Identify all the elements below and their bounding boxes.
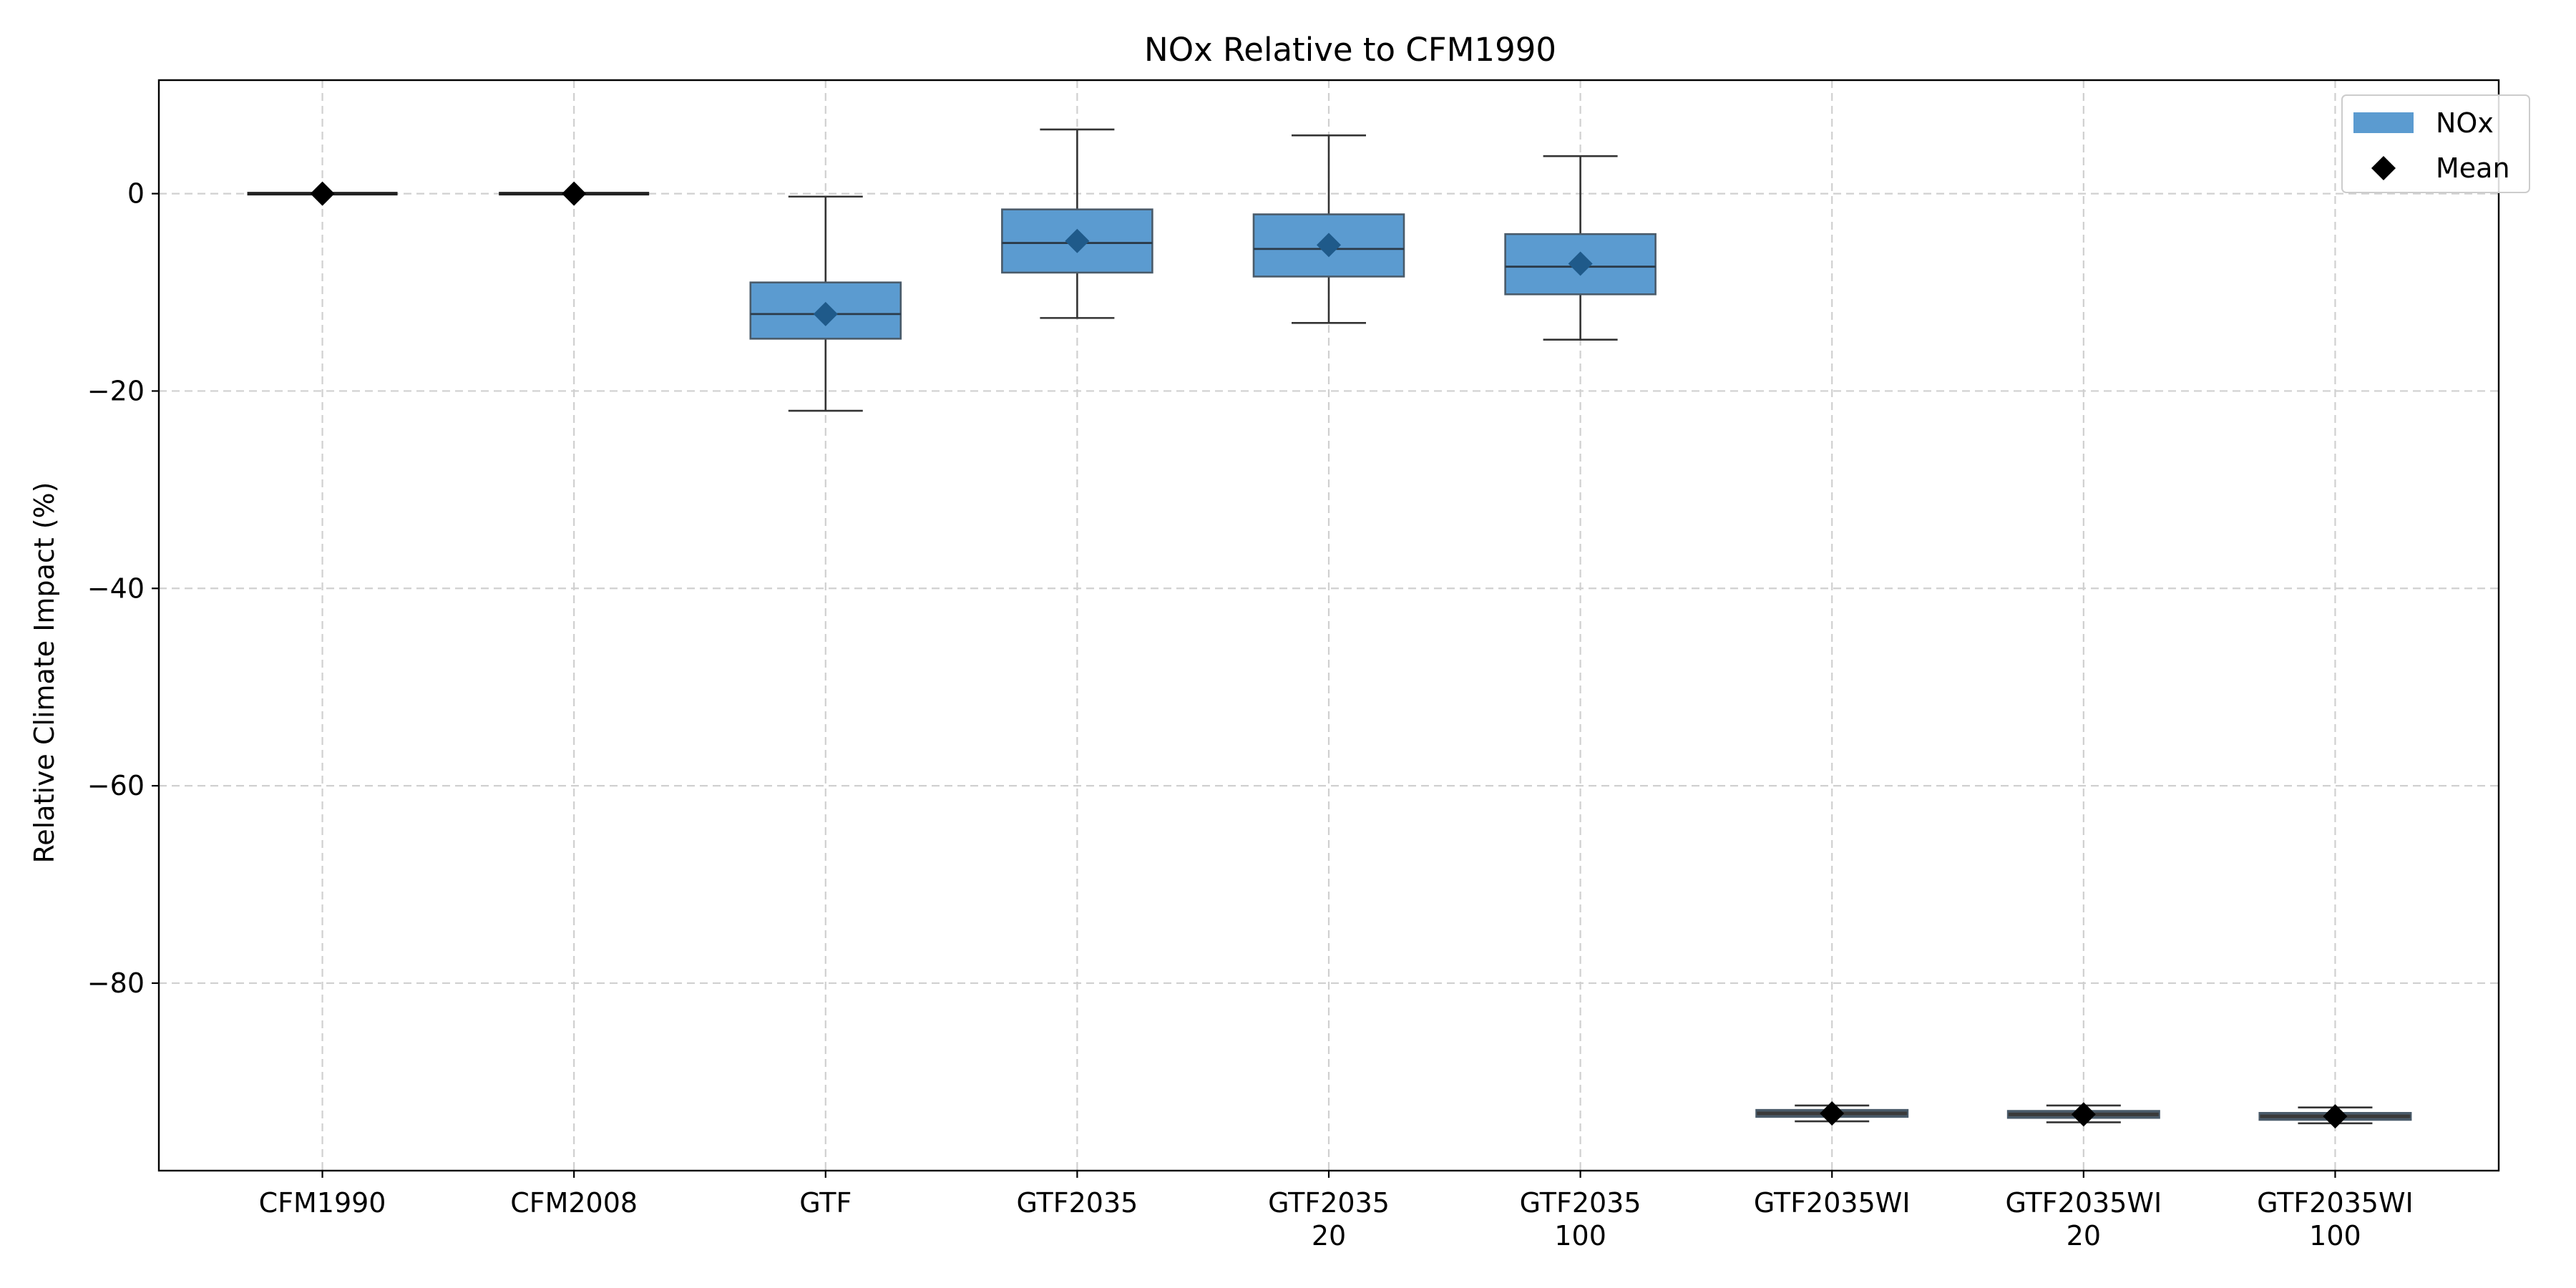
- y-tick-label: −20: [87, 375, 145, 406]
- box-group: [1504, 155, 1657, 341]
- legend: NOx Mean: [2341, 94, 2530, 193]
- mean-marker: [310, 181, 335, 206]
- x-tick-label: GTF: [799, 1187, 852, 1219]
- x-tick-label: CFM2008: [510, 1187, 638, 1219]
- ticks-layer: 0 −20 −40 −60 −80 CFM1990 CFM2008 GTF GTF2035 GTF…: [87, 178, 2414, 1252]
- y-axis-label: Relative Climate Impact (%): [29, 482, 60, 864]
- mean-marker: [1820, 1101, 1845, 1126]
- mean-marker: [2071, 1102, 2096, 1127]
- box-group: [499, 181, 650, 206]
- box-group: [1001, 128, 1153, 319]
- mean-marker: [562, 181, 587, 206]
- plot-frame: [157, 79, 2500, 1172]
- mean-marker: [1568, 251, 1593, 276]
- y-tick-label: −80: [87, 967, 145, 999]
- chart-title: NOx Relative to CFM1990: [1144, 31, 1556, 69]
- legend-swatch-nox: [2353, 112, 2414, 133]
- mean-marker: [2323, 1104, 2348, 1129]
- x-tick-label: GTF2035WI 20: [2006, 1187, 2162, 1252]
- y-tick-label: 0: [127, 178, 145, 210]
- box-group: [2006, 1102, 2160, 1127]
- x-tick-label: GTF2035: [1016, 1187, 1138, 1219]
- x-tick-label: GTF2035WI: [1754, 1187, 1911, 1219]
- boxes-layer: [247, 128, 2412, 1129]
- x-tick-label: CFM1990: [259, 1187, 386, 1219]
- y-tick-label: −60: [87, 770, 145, 801]
- x-tick-label: GTF2035 20: [1268, 1187, 1390, 1252]
- legend-label-nox: NOx: [2436, 107, 2494, 139]
- box-group: [2258, 1104, 2412, 1129]
- mean-marker: [1317, 233, 1341, 258]
- box-group: [247, 181, 398, 206]
- legend-marker-mean: [2371, 156, 2396, 180]
- mean-marker: [813, 301, 838, 326]
- box-group: [749, 195, 902, 412]
- y-tick-label: −40: [87, 572, 145, 604]
- x-tick-label: GTF2035 100: [1520, 1187, 1641, 1252]
- box-group: [1252, 134, 1405, 324]
- x-tick-label: GTF2035WI 100: [2257, 1187, 2414, 1252]
- box-group: [1755, 1101, 1909, 1126]
- mean-marker: [1065, 228, 1090, 253]
- legend-label-mean: Mean: [2436, 152, 2510, 184]
